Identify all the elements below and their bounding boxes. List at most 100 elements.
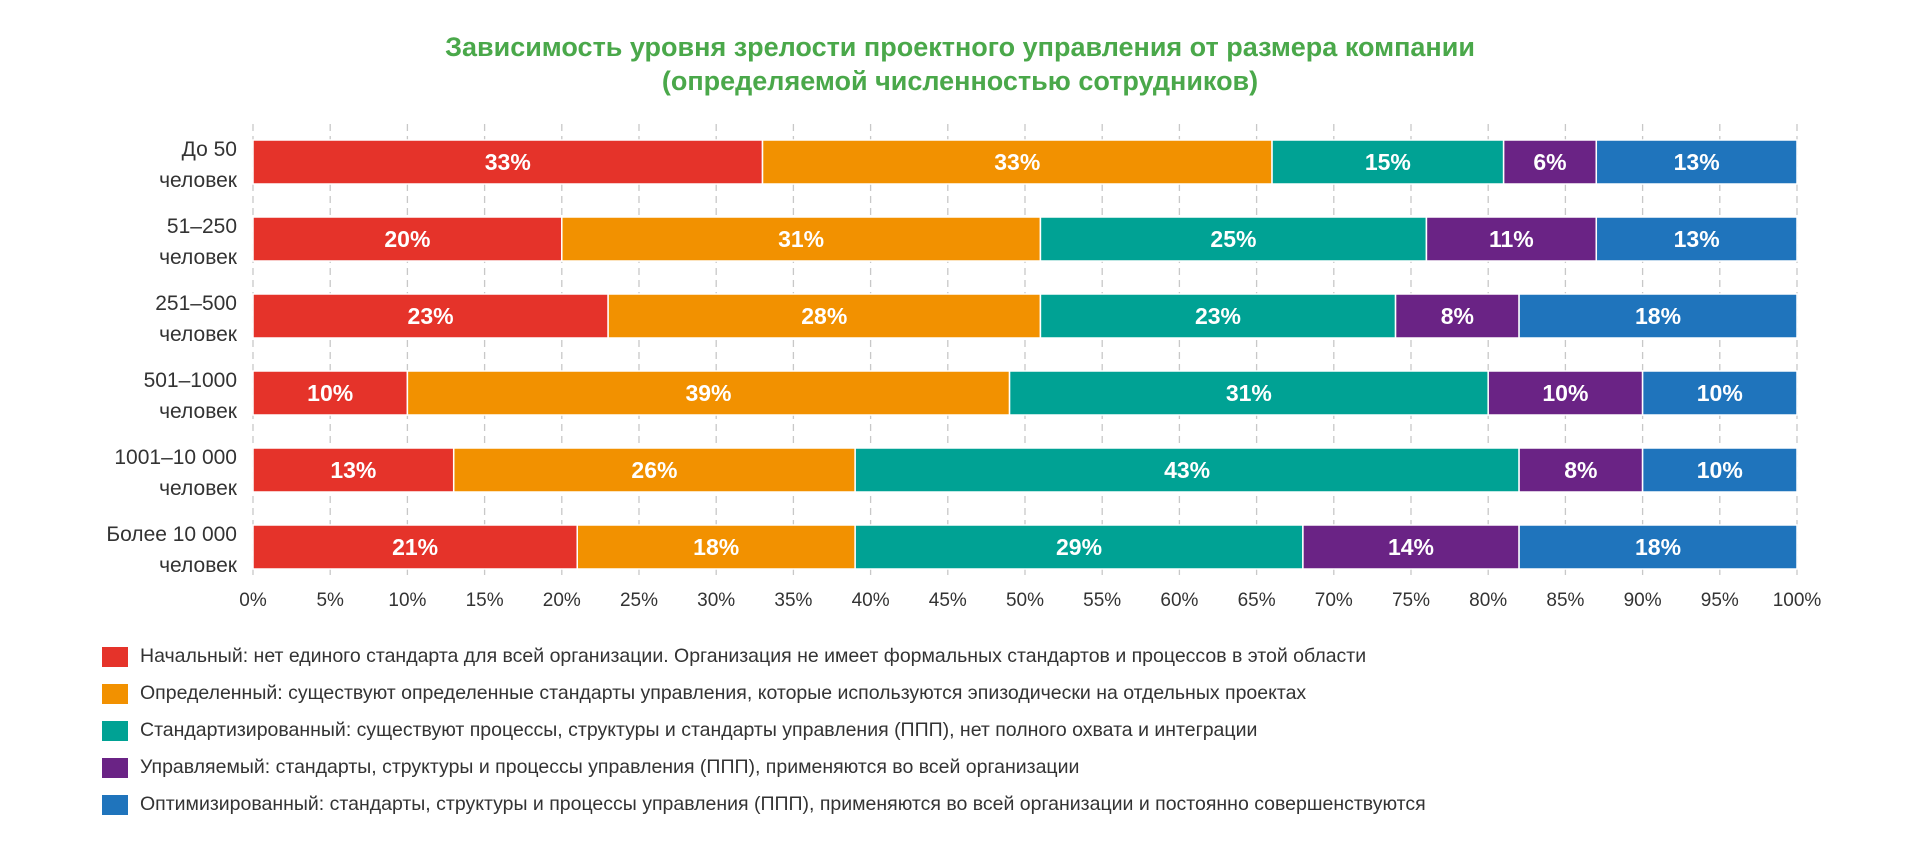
- data-label: 33%: [994, 149, 1040, 175]
- bar-segment: [1271, 139, 1505, 185]
- bar-segment: [1008, 370, 1489, 416]
- bar-segment: [252, 293, 609, 339]
- data-label: 10%: [1697, 457, 1743, 483]
- category-label: 501–1000 человек: [144, 369, 238, 423]
- x-tick-label: 40%: [852, 590, 890, 611]
- data-label: 29%: [1056, 534, 1102, 560]
- legend-swatch: [102, 720, 128, 741]
- legend-label: Начальный: нет единого стандарта для все…: [140, 645, 1367, 667]
- data-label: 26%: [631, 457, 677, 483]
- data-label: 43%: [1164, 457, 1210, 483]
- bar-segment: [452, 447, 856, 493]
- x-tick-label: 5%: [316, 590, 344, 611]
- category-label-line: человек: [159, 554, 238, 577]
- category-label-line: человек: [159, 400, 238, 423]
- bar-segment: [1487, 370, 1644, 416]
- legend-swatch: [102, 794, 128, 815]
- bar-segment: [1518, 293, 1798, 339]
- x-tick-label: 80%: [1469, 590, 1507, 611]
- category-label: 1001–10 000 человек: [114, 446, 237, 500]
- x-tick-label: 65%: [1238, 590, 1276, 611]
- data-label: 33%: [485, 149, 531, 175]
- bar-segment: [1595, 139, 1798, 185]
- legend-swatch: [102, 646, 128, 667]
- data-label: 23%: [408, 303, 454, 329]
- bar-segment: [1641, 447, 1798, 493]
- bar-segment: [252, 524, 578, 570]
- data-label: 10%: [307, 380, 353, 406]
- stacked-bar-chart: 0% 5% 10% 15% 20% 25% 30% 35% 40% 45% 50% 55% 60% 65%…: [106, 124, 1822, 611]
- data-label: 31%: [1226, 380, 1272, 406]
- x-tick-label: 70%: [1315, 590, 1353, 611]
- category-label-line: Более 10 000: [106, 523, 237, 546]
- category-label-line: 51–250: [167, 215, 237, 238]
- x-tick-label: 60%: [1160, 590, 1198, 611]
- category-label-line: До 50: [182, 138, 237, 161]
- x-tick-label: 75%: [1392, 590, 1430, 611]
- bar-segment: [761, 139, 1273, 185]
- data-label: 8%: [1564, 457, 1597, 483]
- data-label: 23%: [1195, 303, 1241, 329]
- x-tick-label: 90%: [1624, 590, 1662, 611]
- data-label: 18%: [693, 534, 739, 560]
- category-label: Более 10 000 человек: [106, 523, 237, 577]
- x-tick-label: 30%: [697, 590, 735, 611]
- legend-item: Стандартизированный: существуют процессы…: [102, 712, 1426, 749]
- bar-segment: [1518, 524, 1798, 570]
- data-label: 13%: [330, 457, 376, 483]
- chart-title-line: (определяемой численностью сотрудников): [661, 66, 1259, 96]
- category-label-line: 1001–10 000: [114, 446, 237, 469]
- bar-segment: [1039, 293, 1397, 339]
- data-label: 10%: [1697, 380, 1743, 406]
- x-tick-label: 20%: [543, 590, 581, 611]
- bar-segment: [1641, 370, 1798, 416]
- data-label: 13%: [1674, 149, 1720, 175]
- data-label: 18%: [1635, 303, 1681, 329]
- category-label: 251–500 человек: [155, 292, 238, 346]
- data-label: 31%: [778, 226, 824, 252]
- x-tick-label: 45%: [929, 590, 967, 611]
- legend-swatch: [102, 757, 128, 778]
- x-tick-label: 35%: [774, 590, 812, 611]
- legend-label: Определенный: существуют определенные ст…: [140, 682, 1307, 704]
- x-tick-label: 85%: [1546, 590, 1584, 611]
- category-label-line: человек: [159, 246, 238, 269]
- data-label: 6%: [1533, 149, 1566, 175]
- bar-segment: [252, 216, 563, 262]
- data-label: 15%: [1365, 149, 1411, 175]
- x-tick-label: 100%: [1773, 590, 1822, 611]
- legend-item: Начальный: нет единого стандарта для все…: [102, 638, 1426, 675]
- category-label-line: человек: [159, 169, 238, 192]
- category-label-line: человек: [159, 477, 238, 500]
- x-tick-label: 25%: [620, 590, 658, 611]
- category-label-line: 501–1000: [144, 369, 237, 392]
- x-tick-label: 50%: [1006, 590, 1044, 611]
- chart-title-line: Зависимость уровня зрелости проектного у…: [445, 32, 1475, 62]
- data-label: 21%: [392, 534, 438, 560]
- bar-segment: [252, 139, 764, 185]
- chart-title: Зависимость уровня зрелости проектного у…: [0, 30, 1920, 98]
- x-tick-label: 95%: [1701, 590, 1739, 611]
- bar-segment: [576, 524, 856, 570]
- x-tick-label: 55%: [1083, 590, 1121, 611]
- data-label: 39%: [685, 380, 731, 406]
- data-label: 14%: [1388, 534, 1434, 560]
- legend-label: Управляемый: стандарты, структуры и проц…: [140, 756, 1080, 778]
- category-label: 51–250 человек: [159, 215, 238, 269]
- data-label: 13%: [1674, 226, 1720, 252]
- category-label-line: человек: [159, 323, 238, 346]
- bar-segment: [252, 370, 409, 416]
- data-label: 11%: [1489, 226, 1534, 252]
- bar-segment: [607, 293, 1042, 339]
- chart-legend: Начальный: нет единого стандарта для все…: [102, 638, 1426, 823]
- legend-swatch: [102, 683, 128, 704]
- legend-item: Определенный: существуют определенные ст…: [102, 675, 1426, 712]
- category-label-line: 251–500: [155, 292, 237, 315]
- x-tick-label: 10%: [388, 590, 426, 611]
- data-label: 10%: [1542, 380, 1588, 406]
- data-label: 25%: [1210, 226, 1256, 252]
- data-label: 18%: [1635, 534, 1681, 560]
- bar-segment: [252, 447, 455, 493]
- legend-item: Оптимизированный: стандарты, структуры и…: [102, 786, 1426, 823]
- legend-item: Управляемый: стандарты, структуры и проц…: [102, 749, 1426, 786]
